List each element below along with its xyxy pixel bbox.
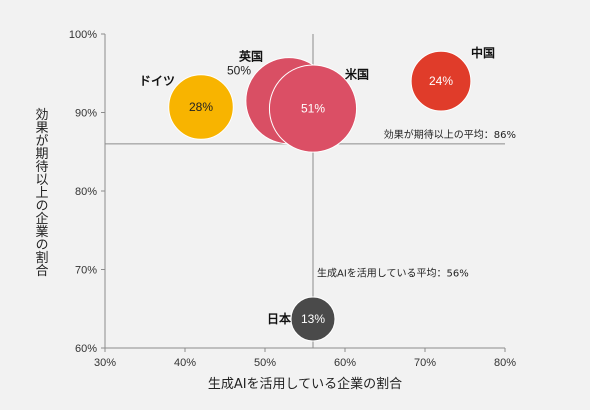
country-label: ドイツ xyxy=(139,74,175,88)
country-label: 英国 xyxy=(239,49,263,64)
bubbles: 50%英国 51% 米国 24% 中国 28% ドイツ 13% 日本 xyxy=(139,45,495,342)
bubble-value-label: 50% xyxy=(227,64,251,78)
country-label: 中国 xyxy=(471,45,495,60)
bubble-circle xyxy=(268,64,358,153)
y-average-label: 効果が期待以上の平均：86% xyxy=(384,128,516,141)
bubble-value-label: 13% xyxy=(301,312,325,326)
x-average-label: 生成AIを活用している平均：56% xyxy=(317,267,469,280)
bubble-circle xyxy=(410,50,472,112)
x-tick-label: 40% xyxy=(174,357,196,369)
axes-layer: 30% 40% 50% 60% 70% 80% 60% 70% 80% 90% 100% xyxy=(69,29,516,369)
y-tick-label: 90% xyxy=(75,108,97,120)
bubble-value-label: 51% xyxy=(301,102,325,116)
bubble-value-label: 28% xyxy=(189,100,213,114)
y-tick-label: 60% xyxy=(75,343,97,355)
country-label: 米国 xyxy=(345,67,369,82)
reference-lines: 効果が期待以上の平均：86% 生成AIを活用している平均：56% xyxy=(105,34,516,348)
x-axis-title: 生成AIを活用している企業の割合 xyxy=(208,376,402,392)
x-tick-label: 60% xyxy=(334,357,356,369)
y-tick-label: 100% xyxy=(69,29,97,41)
bubble-circle xyxy=(290,296,336,342)
x-tick-label: 30% xyxy=(94,357,116,369)
y-axis-title: 効果が期待以上の企業の割合 xyxy=(33,108,49,277)
bubble-circle xyxy=(168,74,234,140)
y-tick-label: 80% xyxy=(75,186,97,198)
x-tick-label: 50% xyxy=(254,357,276,369)
country-label: 日本 xyxy=(267,311,291,326)
bubble-value-label: 24% xyxy=(429,74,453,88)
x-tick-label: 80% xyxy=(494,357,516,369)
bubble-2: 24% 中国 xyxy=(410,45,495,112)
bubble-4: 13% 日本 xyxy=(267,296,336,342)
x-tick-label: 70% xyxy=(414,357,436,369)
bubble-1: 51% 米国 xyxy=(268,64,369,153)
bubble-3: 28% ドイツ xyxy=(139,74,234,140)
y-tick-label: 70% xyxy=(75,265,97,277)
